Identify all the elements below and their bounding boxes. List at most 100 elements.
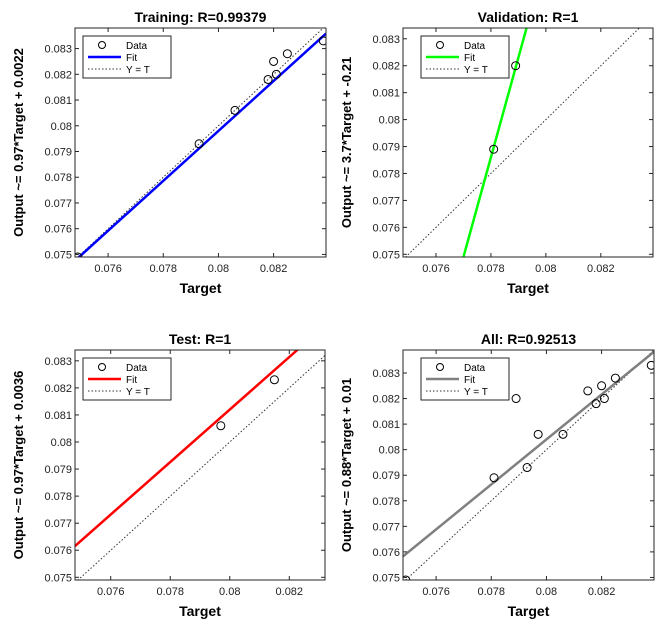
plot-panel-1: 0.076 0.078 0.08 0.082 0.075 0.076 0.077 0.078 0… bbox=[11, 9, 327, 296]
legend-label: Fit bbox=[126, 53, 137, 64]
y-tick-label: 0.08 bbox=[51, 437, 72, 449]
y-axis-label: Output ~= 0.97*Target + 0.0036 bbox=[11, 371, 26, 560]
legend-label: Y = T bbox=[126, 387, 150, 398]
data-point bbox=[511, 394, 521, 404]
data-point bbox=[194, 139, 204, 149]
x-tick-label: 0.082 bbox=[587, 263, 615, 275]
y-tick-label: 0.082 bbox=[44, 69, 72, 81]
y-tick-label: 0.082 bbox=[372, 394, 400, 406]
y-tick-label: 0.081 bbox=[372, 419, 400, 431]
axes-box bbox=[74, 27, 327, 258]
legend-label: Fit bbox=[126, 375, 137, 386]
y-tick-label: 0.076 bbox=[372, 547, 400, 559]
legend-label: Y = T bbox=[464, 387, 488, 398]
data-point bbox=[533, 429, 543, 439]
data-point bbox=[489, 473, 499, 483]
y-tick-label: 0.078 bbox=[372, 496, 400, 508]
x-axis-label: Target bbox=[179, 603, 221, 619]
legend-label: Y = T bbox=[464, 65, 488, 76]
x-tick-label: 0.076 bbox=[422, 263, 450, 275]
y-tick-label: 0.078 bbox=[44, 172, 72, 184]
x-tick-label: 0.076 bbox=[97, 586, 125, 598]
y-tick-label: 0.076 bbox=[372, 222, 400, 234]
y-tick-label: 0.079 bbox=[372, 142, 400, 154]
data-point bbox=[591, 399, 601, 409]
x-tick-label: 0.078 bbox=[477, 586, 505, 598]
legend-data-marker bbox=[98, 41, 106, 49]
axes-box bbox=[402, 349, 655, 581]
data-point bbox=[646, 360, 654, 370]
legend-label: Data bbox=[126, 363, 148, 374]
fit-line bbox=[403, 350, 654, 558]
legend-label: Fit bbox=[464, 375, 475, 386]
y-tick-label: 0.077 bbox=[372, 521, 400, 533]
data-point bbox=[271, 69, 281, 79]
y-tick-label: 0.076 bbox=[44, 224, 72, 236]
x-tick-label: 0.082 bbox=[260, 263, 288, 275]
x-axis-label: Target bbox=[508, 603, 550, 619]
legend-label: Data bbox=[126, 41, 148, 52]
x-tick-label: 0.078 bbox=[149, 263, 177, 275]
x-axis-label: Target bbox=[180, 280, 222, 296]
x-tick-label: 0.076 bbox=[94, 263, 122, 275]
legend-data-marker bbox=[98, 363, 106, 371]
y-equals-t-line bbox=[77, 355, 325, 580]
y-tick-label: 0.083 bbox=[44, 356, 72, 368]
data-point bbox=[230, 105, 240, 115]
x-tick-label: 0.082 bbox=[276, 586, 304, 598]
y-tick-label: 0.08 bbox=[379, 115, 400, 127]
data-point bbox=[403, 575, 411, 580]
data-point bbox=[522, 463, 532, 473]
y-tick-label: 0.076 bbox=[44, 545, 72, 557]
y-tick-label: 0.075 bbox=[372, 249, 400, 261]
y-tick-label: 0.077 bbox=[372, 195, 400, 207]
legend-data-marker bbox=[436, 41, 444, 49]
data-point bbox=[75, 252, 83, 257]
data-point bbox=[610, 373, 620, 383]
x-tick-label: 0.08 bbox=[208, 263, 229, 275]
x-tick-label: 0.08 bbox=[536, 586, 557, 598]
y-equals-t-line bbox=[405, 28, 640, 257]
data-point bbox=[269, 375, 279, 385]
x-tick-label: 0.08 bbox=[219, 586, 240, 598]
data-point bbox=[583, 386, 593, 396]
data-point bbox=[263, 74, 273, 84]
y-equals-t-line bbox=[77, 28, 324, 257]
plot-title: Training: R=0.99379 bbox=[135, 9, 267, 25]
y-tick-label: 0.079 bbox=[44, 147, 72, 159]
data-point bbox=[489, 144, 499, 154]
axes-box bbox=[402, 27, 654, 258]
y-tick-label: 0.075 bbox=[44, 572, 72, 584]
plot-lines bbox=[405, 28, 640, 257]
y-tick-label: 0.081 bbox=[44, 95, 72, 107]
plot-lines bbox=[75, 350, 325, 580]
y-tick-label: 0.078 bbox=[44, 491, 72, 503]
data-point bbox=[511, 61, 521, 71]
y-tick-label: 0.075 bbox=[372, 572, 400, 584]
y-tick-label: 0.079 bbox=[44, 464, 72, 476]
y-tick-label: 0.083 bbox=[372, 34, 400, 46]
data-point bbox=[269, 56, 279, 66]
x-tick-label: 0.078 bbox=[156, 586, 184, 598]
y-axis-label: Output ~= 3.7*Target + -0.21 bbox=[339, 57, 354, 228]
y-tick-label: 0.077 bbox=[44, 198, 72, 210]
data-point bbox=[282, 49, 292, 59]
plot-lines bbox=[403, 350, 654, 580]
x-axis-label: Target bbox=[507, 280, 549, 296]
plot-panel-3: 0.076 0.078 0.08 0.082 0.075 0.076 0.077 0.078 0… bbox=[11, 331, 326, 619]
data-point bbox=[558, 429, 568, 439]
legend-label: Data bbox=[464, 363, 486, 374]
fit-line bbox=[75, 350, 300, 547]
y-tick-label: 0.082 bbox=[44, 383, 72, 395]
y-tick-label: 0.083 bbox=[44, 44, 72, 56]
y-axis-label: Output ~= 0.97*Target + 0.0022 bbox=[11, 48, 26, 237]
plot-title: Test: R=1 bbox=[169, 331, 232, 347]
data-point bbox=[597, 381, 607, 391]
data-point bbox=[318, 36, 326, 46]
plot-panel-4: 0.076 0.078 0.08 0.082 0.075 0.076 0.077 0.078 0… bbox=[339, 331, 655, 619]
x-tick-label: 0.078 bbox=[477, 263, 505, 275]
y-equals-t-line bbox=[405, 350, 654, 580]
